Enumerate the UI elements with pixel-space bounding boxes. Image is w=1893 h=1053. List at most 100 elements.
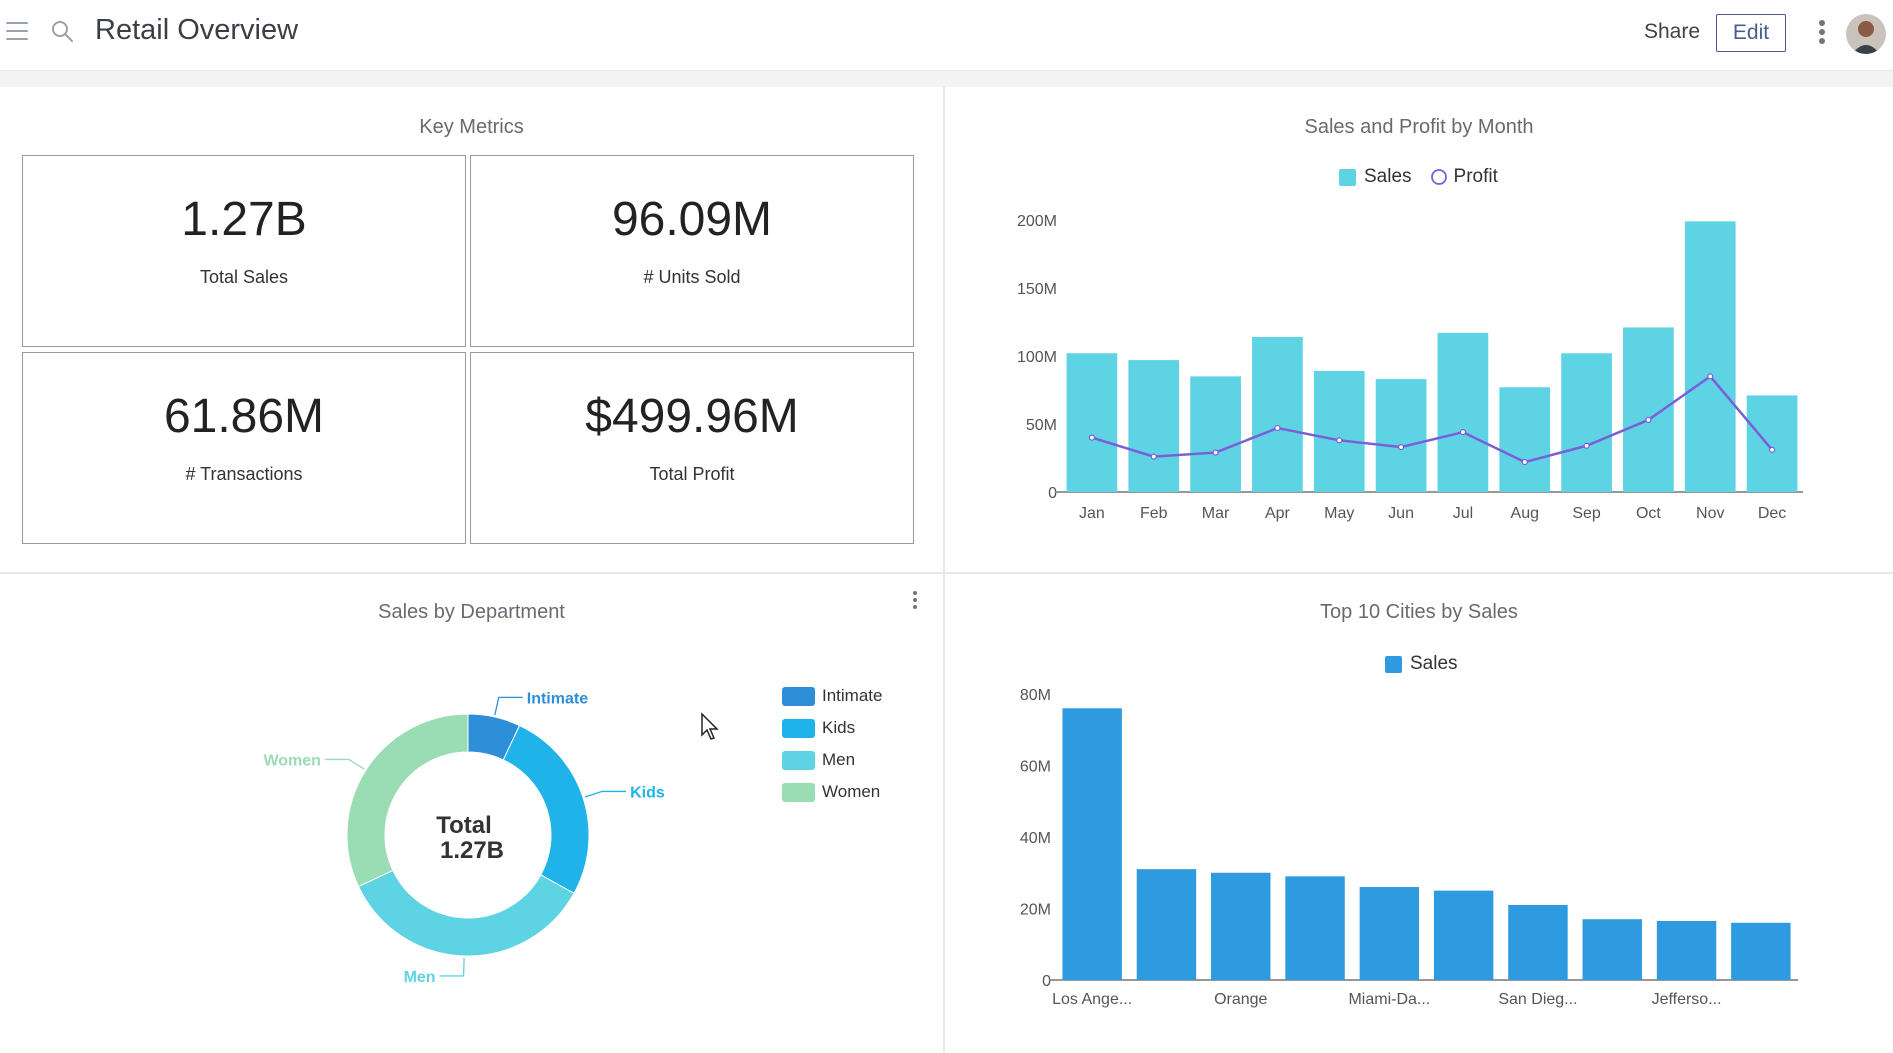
- metric-label: Total Profit: [649, 464, 735, 484]
- sales-bar: [1190, 376, 1241, 492]
- page-title: Retail Overview: [95, 14, 299, 46]
- more-options-icon[interactable]: [1816, 20, 1828, 50]
- slice-leader-line: [439, 957, 465, 977]
- y-tick-label: 200M: [1017, 213, 1057, 230]
- panel-title: Key Metrics: [419, 116, 524, 138]
- y-tick-label: 20M: [1020, 902, 1051, 919]
- metric-value: 61.86M: [163, 390, 325, 443]
- legend-label: Men: [822, 750, 856, 769]
- edit-button[interactable]: Edit: [1716, 14, 1786, 52]
- slice-label: Kids: [630, 784, 665, 801]
- chart-legend: Sales: [1385, 653, 1458, 675]
- profit-point: [1768, 446, 1776, 453]
- legend-item-women[interactable]: Women: [782, 776, 882, 808]
- x-tick-label: Sep: [1572, 505, 1601, 522]
- city-sales-bar: [1433, 890, 1494, 980]
- metric-card-total-sales[interactable]: 1.27B Total Sales: [22, 155, 466, 347]
- legend-swatch: [782, 718, 815, 738]
- metric-card-units-sold[interactable]: 96.09M # Units Sold: [470, 155, 914, 347]
- donut-center-label: Total: [436, 812, 492, 839]
- profit-line: [1091, 374, 1774, 464]
- legend-swatch-sales: [1339, 168, 1356, 186]
- top-cities-chart: 0 20M 40M 60M 80M Los Ange... Orange Miami-Da..…: [1020, 687, 1798, 1008]
- donut-slice-men[interactable]: [357, 869, 575, 957]
- x-tick-label: May: [1324, 505, 1354, 522]
- city-sales-bar: [1062, 708, 1122, 980]
- legend-marker-profit: [1430, 169, 1447, 185]
- department-legend: Intimate Kids Men Women: [782, 680, 882, 808]
- profit-point: [1459, 429, 1467, 436]
- sales-bar: [1128, 360, 1180, 492]
- y-tick-label: 0: [1048, 485, 1057, 502]
- legend-label-sales[interactable]: Sales: [1364, 166, 1412, 187]
- slice-leader-line: [584, 790, 627, 798]
- mouse-cursor-icon: [701, 712, 719, 740]
- metric-label: # Transactions: [185, 464, 303, 484]
- hamburger-menu-icon[interactable]: [6, 22, 28, 44]
- user-avatar[interactable]: [1846, 14, 1886, 54]
- slice-leader-line: [324, 758, 365, 770]
- donut-slice-kids[interactable]: [502, 724, 590, 894]
- key-metrics-panel: Key Metrics 1.27B Total Sales 96.09M # U…: [0, 88, 943, 572]
- vertical-divider: [943, 87, 945, 1053]
- sales-bar: [1066, 353, 1118, 492]
- profit-point: [1212, 449, 1219, 456]
- city-sales-bar: [1285, 876, 1345, 980]
- x-tick-label: Jul: [1453, 505, 1473, 522]
- horizontal-divider: [0, 572, 1893, 574]
- x-tick-label: Orange: [1214, 991, 1267, 1008]
- metric-card-total-profit[interactable]: $499.96M Total Profit: [470, 352, 914, 544]
- panel-title: Sales by Department: [378, 601, 565, 623]
- sales-bar: [1746, 395, 1798, 492]
- legend-label: Intimate: [822, 686, 883, 705]
- profit-point: [1707, 373, 1714, 380]
- slice-leader-line: [494, 696, 523, 716]
- city-sales-bar: [1211, 872, 1271, 980]
- legend-label-sales[interactable]: Sales: [1410, 653, 1458, 674]
- city-sales-bar: [1508, 904, 1568, 980]
- metric-label: # Units Sold: [643, 267, 741, 287]
- profit-point: [1521, 458, 1528, 466]
- legend-label-profit[interactable]: Profit: [1453, 166, 1498, 187]
- metric-value: 96.09M: [611, 193, 773, 246]
- sales-bar: [1375, 379, 1427, 492]
- metric-value: $499.96M: [585, 390, 799, 443]
- x-tick-label: Feb: [1140, 505, 1168, 522]
- sales-bar: [1313, 370, 1365, 492]
- legend-swatch: [782, 782, 815, 802]
- profit-point: [1150, 453, 1157, 460]
- top-bar: Retail Overview Share Edit: [0, 0, 1893, 71]
- sales-bar: [1499, 387, 1551, 492]
- panel-menu-icon[interactable]: [911, 591, 919, 613]
- slice-label: Men: [404, 969, 436, 986]
- legend-item-men[interactable]: Men: [782, 744, 882, 776]
- metric-card-transactions[interactable]: 61.86M # Transactions: [22, 352, 466, 544]
- profit-point: [1397, 444, 1405, 451]
- legend-item-kids[interactable]: Kids: [782, 712, 882, 744]
- y-tick-label: 150M: [1017, 281, 1057, 298]
- profit-point: [1336, 437, 1343, 444]
- x-tick-label: Miami-Da...: [1348, 991, 1430, 1008]
- city-sales-bar: [1359, 887, 1420, 980]
- sales-bar: [1561, 353, 1612, 492]
- x-tick-label: Jefferso...: [1652, 991, 1722, 1008]
- sales-bar: [1252, 336, 1303, 492]
- slice-label: Women: [263, 752, 320, 769]
- sales-bar: [1437, 332, 1489, 492]
- city-sales-bar: [1582, 919, 1642, 980]
- search-icon[interactable]: [51, 20, 75, 44]
- sales-department-panel: Sales by Department: [0, 574, 943, 1053]
- legend-swatch: [782, 686, 815, 706]
- legend-label: Women: [822, 782, 881, 801]
- city-sales-bar: [1656, 921, 1717, 980]
- share-button[interactable]: Share: [1644, 20, 1701, 43]
- donut-slice-women[interactable]: [346, 713, 469, 888]
- y-tick-label: 0: [1042, 973, 1051, 990]
- profit-point: [1274, 424, 1281, 432]
- legend-swatch: [782, 750, 815, 770]
- sales-bar: [1684, 221, 1736, 493]
- x-tick-label: Nov: [1696, 505, 1724, 522]
- city-sales-bar: [1731, 922, 1791, 980]
- legend-item-intimate[interactable]: Intimate: [782, 680, 882, 712]
